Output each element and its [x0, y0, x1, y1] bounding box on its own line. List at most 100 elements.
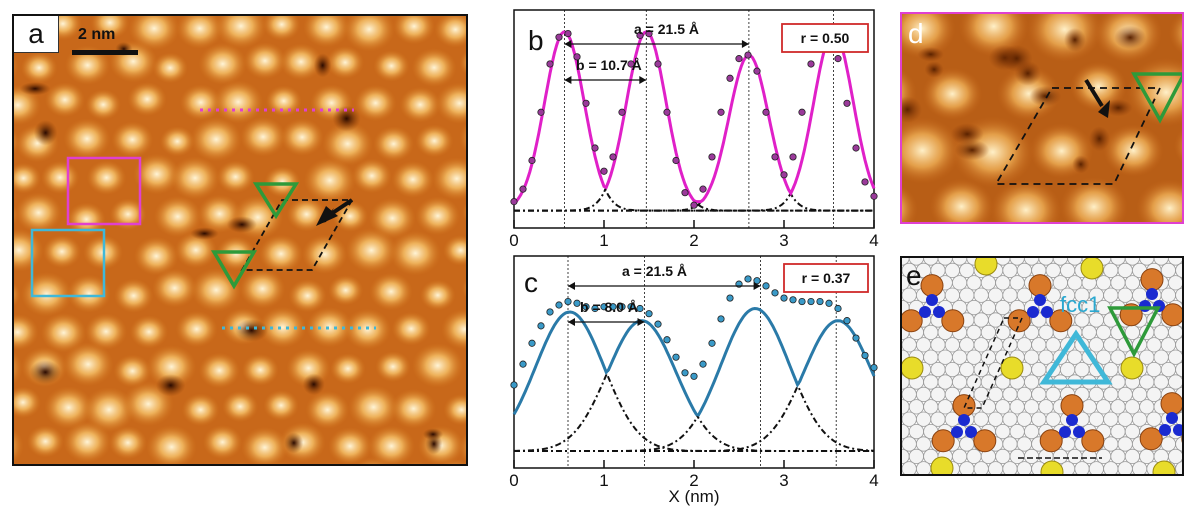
substrate-atom: [1124, 448, 1140, 464]
stm-protrusion: [83, 387, 135, 433]
blue-atom: [1146, 288, 1158, 300]
stm-protrusion: [1059, 177, 1129, 222]
data-point: [825, 299, 833, 307]
annotation-b-b: b = 10.7 Å: [576, 57, 642, 73]
stm-protrusion: [267, 461, 292, 464]
stm-protrusion: [85, 89, 122, 121]
yellow-atom: [1040, 460, 1064, 474]
substrate-atom: [1045, 411, 1061, 427]
orange-atom: [931, 429, 955, 453]
substrate-atom: [1081, 324, 1097, 341]
data-point: [744, 51, 752, 59]
substrate-atom: [902, 258, 910, 266]
substrate-atom: [1096, 275, 1112, 291]
data-point: [582, 99, 590, 107]
substrate-atom: [1031, 386, 1047, 402]
molecule: [931, 394, 997, 453]
substrate-atom: [1168, 349, 1182, 365]
blue-atom: [1041, 306, 1053, 318]
data-point: [717, 108, 725, 116]
substrate-atom: [1160, 362, 1176, 378]
orange-atom: [1007, 309, 1031, 333]
substrate-atom: [1067, 448, 1083, 464]
annotation-a-b: a = 21.5 Å: [634, 21, 699, 37]
stm-protrusion: [411, 48, 457, 88]
substrate-atom: [1124, 324, 1140, 341]
stm-protrusion: [20, 271, 73, 317]
x-tick-label: 1: [599, 231, 608, 250]
stm-depression: [313, 53, 332, 78]
substrate-atom: [1132, 386, 1148, 402]
scale-bar: [72, 50, 138, 55]
substrate-atom: [1175, 287, 1182, 303]
substrate-atom: [1067, 349, 1083, 365]
substrate-atom: [1153, 324, 1169, 341]
substrate-atom: [944, 287, 961, 303]
ratio-label-b: r = 0.50: [801, 30, 850, 46]
substrate-atom: [1168, 374, 1182, 390]
blue-atom: [958, 414, 970, 426]
substrate-atom: [980, 399, 997, 415]
unit-cell-outline: [994, 87, 1162, 185]
substrate-atom: [902, 461, 917, 474]
substrate-atom: [988, 287, 1004, 303]
substrate-atom: [1038, 258, 1054, 266]
substrate-atom: [1139, 258, 1155, 266]
substrate-atom: [1110, 258, 1126, 266]
substrate-atom: [966, 448, 982, 464]
stm-protrusion: [170, 156, 220, 200]
substrate-atom: [959, 436, 975, 452]
substrate-atom: [930, 337, 946, 353]
stm-protrusion: [902, 14, 956, 59]
yellow-atom: [1080, 258, 1104, 280]
yellow-atom: [902, 356, 924, 380]
substrate-atom: [1168, 275, 1182, 291]
substrate-atom: [1074, 362, 1090, 378]
stm-protrusion: [190, 116, 242, 162]
substrate-atom: [1096, 349, 1112, 365]
substrate-atom: [1052, 258, 1068, 266]
stm-depression: [917, 46, 944, 62]
stm-depression: [1088, 126, 1111, 152]
substrate-atom: [1117, 287, 1133, 303]
data-point: [528, 156, 536, 165]
stm-zoom-image: [902, 14, 1182, 222]
substrate-atom: [1117, 386, 1133, 402]
blue-atom: [1166, 412, 1178, 424]
stm-protrusion: [351, 158, 392, 194]
substrate-atom: [1031, 362, 1047, 378]
stm-depression: [1072, 155, 1090, 174]
stm-protrusion: [159, 126, 195, 157]
substrate-atom: [1103, 337, 1119, 353]
substrate-atom: [973, 312, 989, 328]
stm-protrusion: [129, 315, 169, 349]
stm-protrusion: [15, 192, 62, 233]
stm-protrusion: [153, 195, 202, 238]
profile-plot-b: a = 21.5 Å b = 10.7 Å r = 0.50 b 0 1 2 3 4: [509, 9, 879, 250]
yellow-atom: [1000, 356, 1024, 380]
data-point: [591, 304, 599, 313]
stm-protrusion: [459, 50, 466, 75]
substrate-atom: [1160, 436, 1176, 452]
arrow-head: [564, 40, 572, 48]
stm-protrusion: [286, 196, 327, 232]
x-tick-label: 2: [689, 471, 698, 490]
stm-protrusion: [14, 386, 42, 419]
stm-protrusion: [354, 84, 397, 122]
substrate-atom: [1016, 461, 1032, 474]
stm-protrusion: [442, 234, 466, 266]
substrate-atom: [944, 262, 961, 278]
stm-depression: [33, 119, 58, 146]
stm-protrusion: [66, 202, 106, 237]
substrate-atom: [1117, 461, 1133, 474]
substrate-atom: [988, 411, 1004, 427]
blue-atom: [933, 306, 945, 318]
data-point: [771, 153, 779, 161]
stm-protrusion: [63, 421, 112, 463]
molecule: [1007, 274, 1073, 333]
stm-protrusion: [113, 278, 154, 313]
substrate-atom: [1009, 424, 1025, 440]
orange-atom: [1161, 303, 1182, 327]
stm-protrusion: [330, 353, 366, 385]
stm-protrusion: [462, 202, 466, 223]
